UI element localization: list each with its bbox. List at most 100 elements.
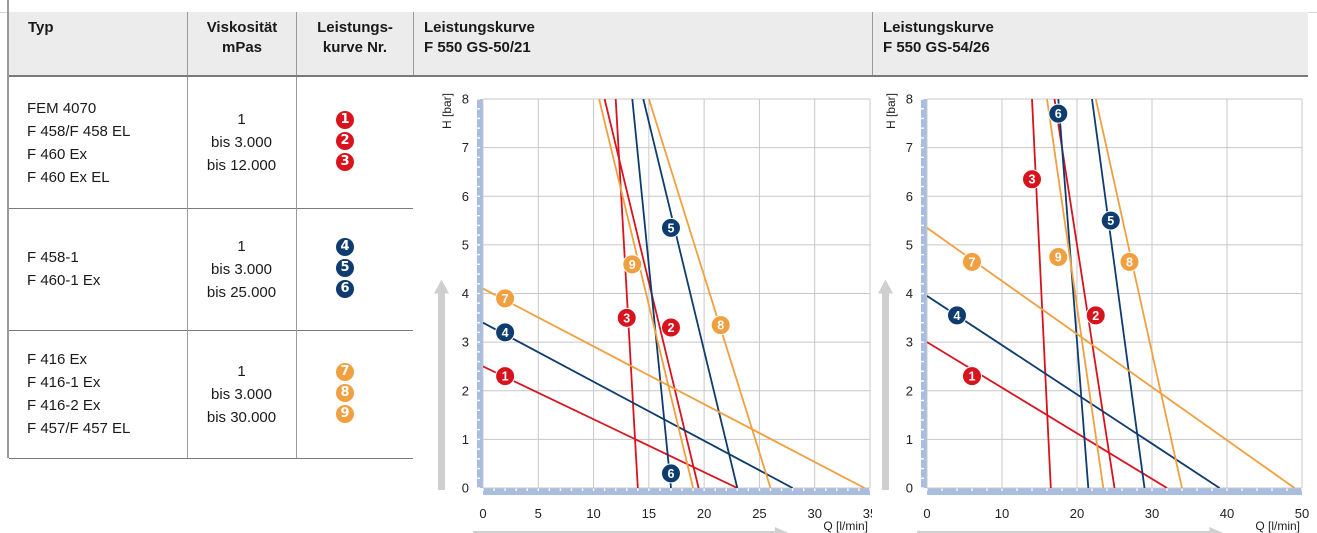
- y-tick-label: 5: [906, 237, 913, 252]
- type-name: F 460-1 Ex: [27, 272, 101, 289]
- x-tick-label: 15: [642, 506, 656, 521]
- viscosity-cell: 1 bis 3.000 bis 12.000: [187, 77, 296, 208]
- series-line-9: [598, 99, 694, 488]
- viscosity-value: bis 3.000: [211, 134, 272, 151]
- curve-number-badge: 1: [336, 111, 354, 129]
- y-axis-label: H [bar]: [884, 93, 898, 129]
- header-typ-label: Typ: [28, 19, 54, 36]
- x-tick-label: 40: [1220, 506, 1234, 521]
- x-axis-arrow-head: [1209, 527, 1224, 533]
- series-badge-circle: [495, 288, 516, 309]
- viscosity-value: bis 3.000: [211, 385, 272, 403]
- series-badge-label: 5: [667, 221, 674, 235]
- header-lk-line1: Leistungs-: [317, 19, 393, 36]
- viscosity-value: bis 25.000: [206, 283, 277, 301]
- header-typ: Typ: [18, 12, 188, 75]
- header-chart-1: Leistungskurve F 550 GS-50/21: [413, 12, 872, 75]
- x-tick-label: 0: [479, 506, 486, 521]
- header-viskositaet-line1: Viskosität: [206, 19, 278, 36]
- table-row: F 458-1 F 460-1 Ex 1 bis 3.000 bis 25.000 4 5 6: [9, 208, 413, 331]
- x-axis-label: Q [l/min]: [1255, 519, 1300, 533]
- y-tick-label: 7: [462, 140, 469, 155]
- type-cell: F 416 Ex F 416-1 Ex F 416-2 Ex F 457/F 457 …: [27, 330, 187, 458]
- y-tick-label: 6: [462, 189, 469, 204]
- header-viskositaet: Viskosität mPas: [187, 12, 296, 75]
- series-badge-circle: [1100, 210, 1121, 231]
- type-name: F 458/F 458 EL: [27, 122, 131, 140]
- table-header-background: [9, 12, 1308, 77]
- type-name: FEM 4070: [27, 99, 97, 117]
- y-axis-arrow-head: [878, 279, 893, 294]
- y-tick-label: 1: [462, 432, 469, 447]
- x-tick-label: 30: [807, 506, 821, 521]
- type-cell: FEM 4070 F 458/F 458 EL F 460 Ex F 460 Ex E…: [27, 77, 187, 208]
- header-chart-2: Leistungskurve F 550 GS-54/26: [872, 12, 1308, 75]
- series-badge-label: 5: [1107, 214, 1114, 228]
- viscosity-value: 1: [237, 362, 246, 380]
- y-tick-label: 2: [906, 383, 913, 398]
- viscosity-cell: 1 bis 3.000 bis 25.000: [187, 208, 296, 330]
- type-cell: F 458-1 F 460-1 Ex: [27, 208, 187, 330]
- y-tick-label: 3: [906, 335, 913, 350]
- series-badge-circle: [495, 366, 516, 387]
- series-badge-circle: [622, 254, 643, 275]
- header-lk-line2: kurve Nr.: [322, 39, 388, 56]
- x-axis-arrow-head: [774, 527, 789, 533]
- x-tick-label: 20: [1070, 506, 1084, 521]
- type-name: F 460 Ex EL: [27, 168, 110, 186]
- column-divider: [187, 77, 188, 208]
- series-line-3: [1031, 99, 1052, 488]
- series-badge-label: 3: [623, 311, 630, 325]
- chart-2: 0 10 20 30 40 50 0 1 2 3 4 5 6 7 8 Q [l/min] H [bar] 1 2 3 4…: [878, 92, 1309, 533]
- series-badge-label: 9: [1055, 251, 1062, 265]
- curve-number-badge: 4: [336, 237, 354, 256]
- column-divider: [187, 208, 188, 330]
- viscosity-value: 1: [237, 111, 246, 128]
- table-row: F 416 Ex F 416-1 Ex F 416-2 Ex F 457/F 457 …: [9, 330, 413, 459]
- series-badge-circle: [1022, 169, 1042, 190]
- x-axis-bar: [483, 488, 870, 495]
- series-badge-label: 2: [667, 321, 674, 335]
- chart-2-subtitle: F 550 GS-54/26: [883, 39, 990, 56]
- series-badge-circle: [947, 305, 967, 326]
- curve-number-badge: 5: [336, 258, 354, 277]
- viscosity-value: bis 30.000: [206, 408, 277, 426]
- x-tick-label: 50: [1295, 506, 1309, 521]
- series-line-1: [483, 365, 738, 488]
- chart-1-title: Leistungskurve: [424, 19, 535, 36]
- curve-number-badge: 8: [336, 383, 354, 402]
- series-line-6: [1057, 99, 1090, 488]
- series-badge-label: 8: [717, 319, 724, 333]
- y-tick-label: 2: [462, 383, 469, 398]
- y-tick-label: 8: [906, 92, 913, 107]
- x-axis-arrow-shaft: [473, 531, 775, 533]
- curve-number-badge: 9: [336, 404, 354, 423]
- type-name: F 458-1: [27, 249, 79, 266]
- series-badge-label: 7: [969, 255, 976, 269]
- x-axis-arrow-shaft: [917, 531, 1210, 533]
- series-badge-circle: [1085, 305, 1106, 326]
- series-line-7: [927, 227, 1296, 488]
- y-tick-label: 8: [462, 92, 469, 107]
- column-divider: [296, 208, 297, 330]
- y-tick-label: 6: [906, 189, 913, 204]
- header-leistungskurve-nr: Leistungs- kurve Nr.: [296, 12, 413, 75]
- series-badge-circle: [660, 463, 681, 484]
- x-tick-label: 10: [995, 506, 1009, 521]
- series-line-8: [648, 99, 772, 488]
- chart-1-subtitle: F 550 GS-50/21: [424, 39, 531, 56]
- curve-number-badge: 2: [336, 132, 354, 150]
- y-axis-arrow-shaft: [882, 293, 889, 490]
- y-tick-label: 3: [462, 335, 469, 350]
- y-axis-label: H [bar]: [440, 93, 454, 129]
- series-badge-circle: [710, 315, 731, 336]
- series-badge-circle: [495, 322, 516, 343]
- x-tick-label: 5: [535, 506, 542, 521]
- series-badge-label: 4: [954, 309, 961, 323]
- series-line-2: [1053, 99, 1116, 488]
- type-name: F 416-2 Ex: [27, 397, 101, 414]
- y-tick-label: 1: [906, 432, 913, 447]
- series-badge-label: 4: [502, 326, 509, 340]
- series-badge-circle: [1048, 247, 1069, 268]
- type-name: F 457/F 457 EL: [27, 420, 131, 437]
